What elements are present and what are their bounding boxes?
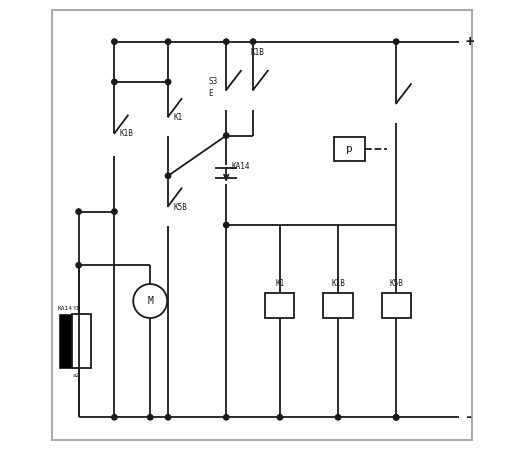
Text: Y1: Y1 bbox=[73, 306, 80, 311]
Text: -: - bbox=[465, 410, 474, 424]
Circle shape bbox=[166, 173, 171, 179]
Circle shape bbox=[148, 414, 153, 420]
Text: M: M bbox=[147, 296, 153, 306]
Circle shape bbox=[224, 39, 229, 44]
Text: K5B: K5B bbox=[389, 279, 403, 288]
Text: KA14: KA14 bbox=[57, 306, 72, 311]
Circle shape bbox=[112, 79, 117, 85]
Circle shape bbox=[224, 133, 229, 138]
Circle shape bbox=[277, 414, 282, 420]
Text: a2: a2 bbox=[73, 374, 80, 378]
Text: E: E bbox=[209, 89, 213, 98]
Bar bbox=[72, 315, 91, 368]
Circle shape bbox=[166, 79, 171, 85]
Circle shape bbox=[166, 414, 171, 420]
Bar bbox=[381, 293, 411, 318]
Text: K1: K1 bbox=[173, 113, 183, 122]
Circle shape bbox=[335, 414, 341, 420]
Circle shape bbox=[76, 209, 81, 214]
Text: K1B: K1B bbox=[251, 48, 265, 57]
Circle shape bbox=[112, 414, 117, 420]
Circle shape bbox=[112, 209, 117, 214]
Circle shape bbox=[394, 414, 399, 420]
Text: K1B: K1B bbox=[120, 129, 134, 138]
Text: S3: S3 bbox=[209, 77, 217, 86]
Text: p: p bbox=[346, 144, 353, 154]
Text: K1B: K1B bbox=[331, 279, 345, 288]
Text: KA14: KA14 bbox=[232, 162, 250, 171]
Text: K5B: K5B bbox=[173, 202, 187, 211]
Circle shape bbox=[166, 39, 171, 44]
Circle shape bbox=[224, 414, 229, 420]
Text: K1: K1 bbox=[275, 279, 285, 288]
Circle shape bbox=[250, 39, 256, 44]
Bar bbox=[334, 137, 365, 161]
Text: +: + bbox=[465, 35, 474, 49]
Circle shape bbox=[224, 222, 229, 228]
Circle shape bbox=[394, 414, 399, 420]
Circle shape bbox=[76, 262, 81, 268]
Circle shape bbox=[394, 39, 399, 44]
Bar bbox=[59, 315, 72, 368]
Bar bbox=[323, 293, 353, 318]
Circle shape bbox=[112, 39, 117, 44]
Bar bbox=[265, 293, 294, 318]
